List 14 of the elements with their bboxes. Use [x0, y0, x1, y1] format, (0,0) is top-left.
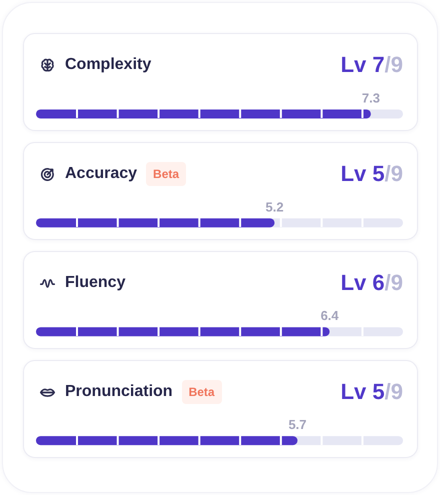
annotation: Beta	[182, 380, 222, 404]
data-label: 5.7	[288, 417, 307, 432]
y-tick-label: Complexity	[65, 56, 152, 74]
y-tick-label: Fluency	[65, 274, 126, 292]
data-label: 7.3	[362, 90, 380, 106]
y-tick-label: Accuracy	[65, 165, 138, 184]
data-label: 5.2	[266, 199, 284, 214]
annotation: Beta	[146, 162, 186, 186]
y-tick-label: Pronunciation	[65, 383, 173, 402]
annotation: Lv 6/9	[340, 270, 403, 296]
annotation: Lv 5/9	[340, 161, 403, 186]
annotation: Lv 7/9	[340, 52, 403, 78]
data-label: 6.4	[320, 308, 340, 324]
annotation: Lv 5/9	[340, 379, 403, 404]
